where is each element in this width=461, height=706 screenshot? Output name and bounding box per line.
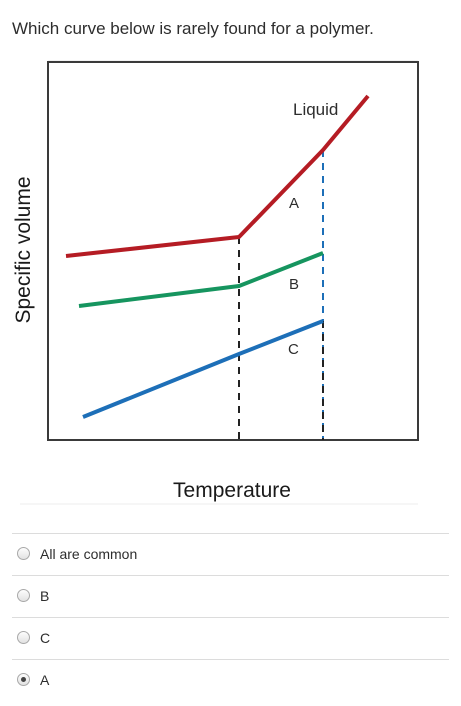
curve-b xyxy=(78,251,324,308)
option-label: B xyxy=(40,588,50,604)
option-label: All are common xyxy=(40,546,138,562)
diagram-svg: Liquid A B C Temperature Specific volume xyxy=(12,60,419,505)
option-all-are-common[interactable]: All are common xyxy=(12,533,449,575)
x-axis-label: Temperature xyxy=(173,479,291,502)
question-text: Which curve below is rarely found for a … xyxy=(12,19,374,38)
option-label: A xyxy=(40,672,50,688)
specific-volume-diagram: Liquid A B C Temperature Specific volume xyxy=(0,52,461,522)
option-a[interactable]: A xyxy=(12,659,449,701)
option-c[interactable]: C xyxy=(12,617,449,659)
label-a: A xyxy=(289,195,299,212)
label-c: C xyxy=(288,341,299,358)
label-liquid: Liquid xyxy=(293,100,338,119)
option-b[interactable]: B xyxy=(12,575,449,617)
radio-button[interactable] xyxy=(17,547,30,560)
radio-button[interactable] xyxy=(17,631,30,644)
radio-button[interactable] xyxy=(17,589,30,602)
radio-button-selected[interactable] xyxy=(17,673,30,686)
y-axis-label: Specific volume xyxy=(12,176,35,323)
option-label: C xyxy=(40,630,51,646)
answer-options: All are common B C A xyxy=(12,533,449,701)
curve-c xyxy=(82,319,324,419)
label-b: B xyxy=(289,276,299,293)
curve-a xyxy=(65,94,370,258)
